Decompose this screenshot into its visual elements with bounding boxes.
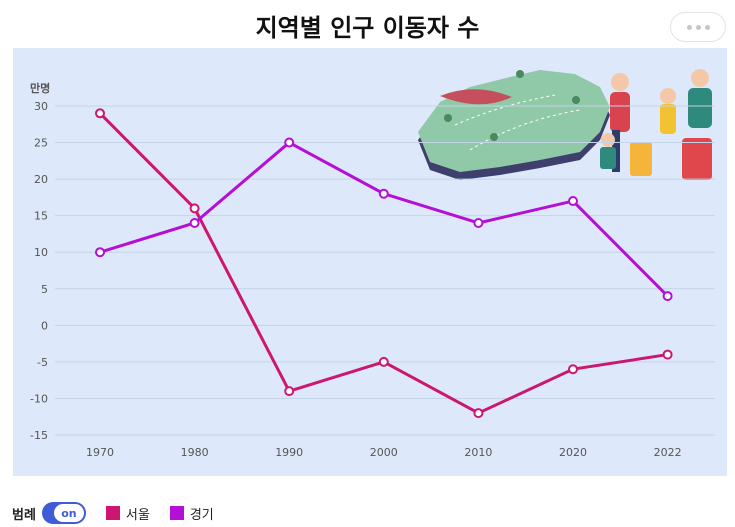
data-point <box>189 203 200 214</box>
data-point <box>568 196 578 207</box>
data-point <box>473 217 484 228</box>
data-point <box>662 349 673 360</box>
legend-toggle-label: on <box>53 504 84 522</box>
data-point <box>95 247 105 258</box>
x-tick-label: 2000 <box>370 446 398 459</box>
data-point <box>189 217 200 228</box>
legend-swatch <box>105 506 120 520</box>
y-tick-label: -5 <box>37 356 48 369</box>
family-travel-illustration <box>600 69 712 180</box>
x-tick-label: 2010 <box>464 446 492 459</box>
legend: 범례 on 서울 경기 <box>12 500 234 526</box>
more-dot-icon <box>686 24 692 30</box>
y-tick-label: 15 <box>34 210 48 223</box>
legend-item-seoul[interactable]: 서울 <box>105 504 150 523</box>
series-line-0 <box>98 112 668 415</box>
y-tick-label: 30 <box>34 100 48 113</box>
chart-title: 지역별 인구 이동자 수 <box>255 14 480 42</box>
data-point <box>378 356 389 367</box>
y-tick-label: 5 <box>41 283 48 296</box>
x-tick-label: 1990 <box>275 446 303 459</box>
korea-map-illustration <box>418 70 610 180</box>
legend-label: 경기 <box>189 507 214 523</box>
data-point <box>284 386 295 397</box>
data-point <box>662 291 673 302</box>
data-point <box>95 108 105 119</box>
y-tick-label: -10 <box>30 392 48 405</box>
data-point <box>378 188 389 199</box>
legend-title: 범례 <box>12 507 36 523</box>
legend-label: 서울 <box>125 507 150 523</box>
x-tick-label: 1980 <box>181 446 209 459</box>
y-tick-label: 20 <box>34 173 48 186</box>
data-point <box>284 137 295 148</box>
y-tick-label: 25 <box>34 137 48 150</box>
data-point <box>473 408 484 419</box>
y-axis-label: 만명 <box>30 81 50 95</box>
more-dot-icon <box>704 24 710 30</box>
y-tick-label: 10 <box>34 246 48 259</box>
y-tick-label: -15 <box>30 429 48 442</box>
more-options-button[interactable] <box>670 12 726 42</box>
x-tick-label: 2022 <box>654 446 682 459</box>
legend-item-gyeonggi[interactable]: 경기 <box>169 504 214 523</box>
legend-swatch <box>169 506 184 520</box>
data-point <box>568 364 578 375</box>
more-dot-icon <box>695 24 701 30</box>
y-tick-label: 0 <box>41 319 48 332</box>
x-tick-label: 2020 <box>559 446 587 459</box>
legend-toggle[interactable]: on <box>41 502 86 524</box>
series-line-1 <box>99 141 669 298</box>
x-tick-label: 1970 <box>86 446 114 459</box>
